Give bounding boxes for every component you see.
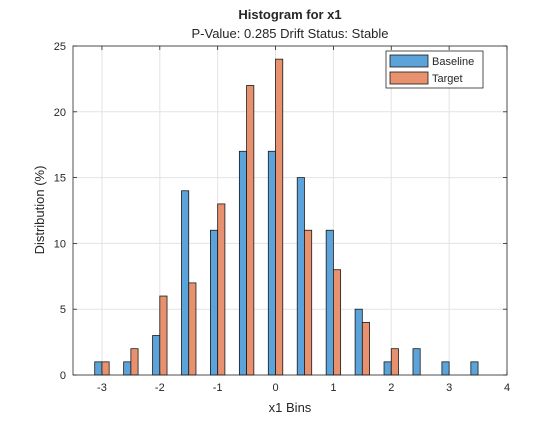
bar-baseline-11 bbox=[412, 348, 421, 376]
bar-target-5 bbox=[246, 85, 255, 376]
chart-title: Histogram for x1 bbox=[238, 7, 341, 22]
bar-target-6 bbox=[275, 58, 284, 376]
axis-ticks: -3 -2 -1 0 1 2 3 4 0 5 10 15 20 25 bbox=[54, 41, 510, 394]
bar-baseline-7 bbox=[296, 177, 305, 376]
bar-baseline-5 bbox=[238, 150, 248, 376]
bar-baseline-9 bbox=[354, 308, 363, 376]
bar-baseline-4 bbox=[210, 229, 219, 376]
legend-swatch-baseline bbox=[389, 54, 429, 68]
x-tick-label: 2 bbox=[388, 382, 394, 394]
bar-target-10 bbox=[390, 348, 399, 376]
y-tick-label: 25 bbox=[54, 41, 66, 53]
bar-target-2 bbox=[159, 295, 168, 376]
y-tick-label: 0 bbox=[60, 370, 66, 382]
y-tick-label: 10 bbox=[54, 238, 66, 250]
x-tick-label: 3 bbox=[446, 382, 452, 394]
plot-area-border bbox=[72, 45, 508, 376]
legend-label-baseline: Baseline bbox=[432, 56, 474, 68]
x-tick-label: -3 bbox=[97, 382, 107, 394]
y-axis-label: Distribution (%) bbox=[32, 166, 47, 255]
bar-target-0 bbox=[101, 361, 110, 376]
y-tick-label: 15 bbox=[54, 173, 66, 185]
y-tick-label: 20 bbox=[54, 107, 66, 119]
bar-baseline-1 bbox=[123, 361, 132, 376]
bar-target-7 bbox=[304, 229, 313, 376]
y-tick-label: 5 bbox=[60, 304, 66, 316]
bar-baseline-6 bbox=[267, 150, 276, 376]
bar-baseline-0 bbox=[94, 361, 103, 376]
bar-baseline-8 bbox=[325, 229, 334, 376]
legend: Baseline Target bbox=[385, 50, 484, 89]
bar-baseline-10 bbox=[383, 361, 392, 376]
bar-target-9 bbox=[361, 321, 370, 376]
x-tick-label: -1 bbox=[213, 382, 223, 394]
x-tick-label: 1 bbox=[330, 382, 336, 394]
x-tick-label: 4 bbox=[504, 382, 510, 394]
x-axis-label: x1 Bins bbox=[269, 400, 312, 415]
x-tick-label: 0 bbox=[272, 382, 278, 394]
legend-label-target: Target bbox=[432, 73, 463, 85]
bars bbox=[94, 58, 479, 376]
bar-target-8 bbox=[332, 269, 342, 376]
bar-baseline-12 bbox=[441, 361, 450, 376]
x-tick-label: -2 bbox=[155, 382, 165, 394]
bar-baseline-3 bbox=[181, 190, 190, 376]
legend-swatch-target bbox=[389, 71, 429, 85]
bar-target-3 bbox=[188, 282, 197, 376]
chart-subtitle: P-Value: 0.285 Drift Status: Stable bbox=[191, 26, 388, 41]
bar-target-1 bbox=[130, 348, 139, 376]
bar-baseline-13 bbox=[470, 361, 479, 376]
bar-baseline-2 bbox=[152, 335, 161, 376]
bar-target-4 bbox=[217, 203, 226, 376]
